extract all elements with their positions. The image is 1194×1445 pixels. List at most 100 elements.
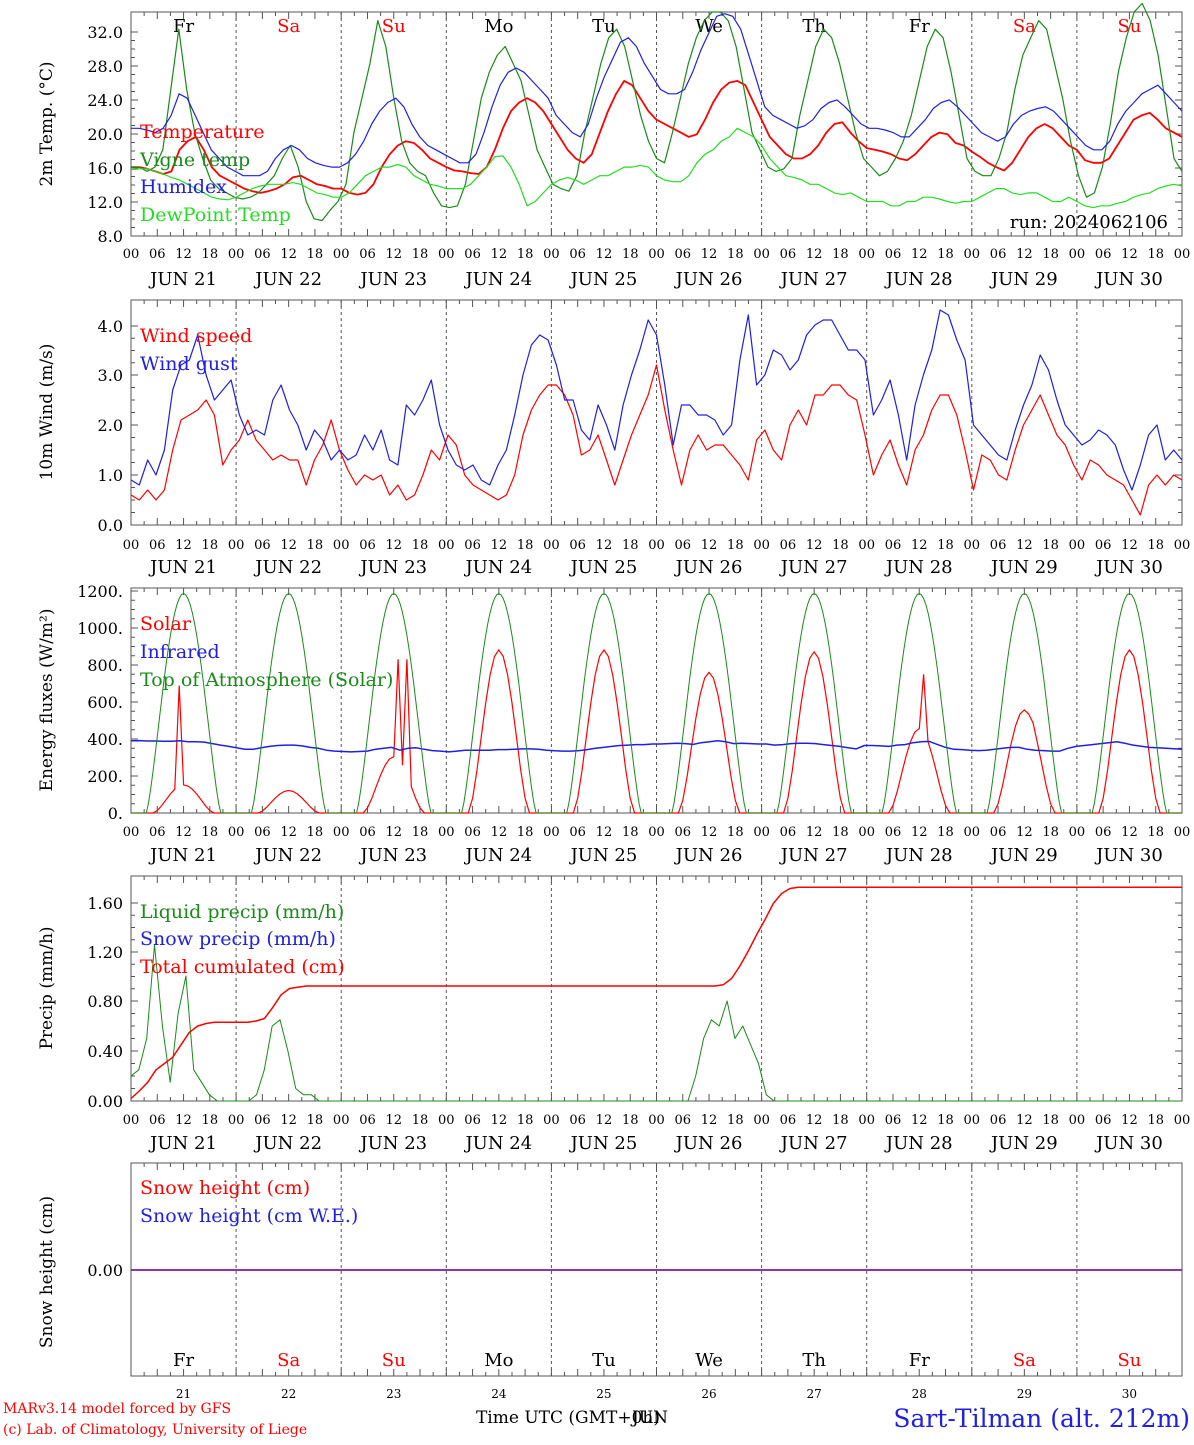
weekday-label: Tu <box>592 16 616 37</box>
day-label: JUN 21 <box>148 1133 217 1154</box>
hour-label: 06 <box>1095 247 1112 262</box>
hour-label: 00 <box>648 825 665 840</box>
day-number-label: 28 <box>912 1387 927 1401</box>
hour-label: 00 <box>1174 825 1191 840</box>
legend-entry: Infrared <box>140 641 220 663</box>
hour-label: 12 <box>280 538 297 553</box>
series-line-wind-gust <box>130 309 1183 491</box>
hour-label: 18 <box>727 825 744 840</box>
hour-label: 12 <box>1121 825 1138 840</box>
hour-label: 00 <box>1069 247 1086 262</box>
day-number-label: 24 <box>491 1387 507 1401</box>
hour-label: 00 <box>123 538 140 553</box>
hour-label: 06 <box>254 1113 271 1128</box>
hour-label: 06 <box>569 825 586 840</box>
hour-label: 18 <box>412 1113 429 1128</box>
day-label: JUN 26 <box>674 557 743 578</box>
x-axis-title: Time UTC (GMT+0h) <box>476 1408 660 1428</box>
hour-label: 18 <box>412 825 429 840</box>
day-label: JUN 23 <box>358 1133 427 1154</box>
hour-label: 12 <box>911 247 928 262</box>
hour-label: 18 <box>202 825 219 840</box>
hour-label: 06 <box>780 538 797 553</box>
hour-label: 00 <box>543 247 560 262</box>
legend-entry: Total cumulated (cm) <box>140 956 345 978</box>
panel-1: 8.0 12.0 16.0 20.0 24.0 28.0 32.0 2m Temp. (°C)… <box>37 2 1190 290</box>
hour-label: 06 <box>149 825 166 840</box>
x-axis-title-overlay: JUN <box>630 1408 668 1428</box>
hour-label: 00 <box>333 538 350 553</box>
hour-label: 12 <box>280 825 297 840</box>
day-label: JUN 27 <box>779 1133 848 1154</box>
hour-label: 06 <box>990 825 1007 840</box>
hour-label: 06 <box>990 538 1007 553</box>
hour-label: 18 <box>832 1113 849 1128</box>
weekday-label: Fr <box>909 16 930 37</box>
y-tick-label: 2.0 <box>98 416 123 435</box>
hour-label: 18 <box>1147 1113 1164 1128</box>
hour-label: 00 <box>123 247 140 262</box>
hour-label: 18 <box>517 538 534 553</box>
y-tick-label: 28.0 <box>87 57 123 76</box>
day-label: JUN 28 <box>884 845 953 866</box>
series-line-humidex <box>131 13 1183 177</box>
hour-label: 18 <box>1042 538 1059 553</box>
hour-label: 18 <box>937 1113 954 1128</box>
hour-label: 00 <box>753 538 770 553</box>
hour-label: 06 <box>885 247 902 262</box>
hour-label: 12 <box>175 825 192 840</box>
hour-label: 18 <box>727 1113 744 1128</box>
hour-label: 06 <box>569 538 586 553</box>
legend-entry: Solar <box>140 613 192 635</box>
day-label: JUN 24 <box>463 1133 532 1154</box>
series-line-wind-speed <box>130 364 1183 516</box>
hour-label: 06 <box>359 247 376 262</box>
y-axis-label: Precip (mm/h) <box>37 926 57 1049</box>
hour-label: 00 <box>964 247 981 262</box>
hour-label: 00 <box>964 1113 981 1128</box>
hour-label: 06 <box>464 1113 481 1128</box>
hour-label: 18 <box>727 538 744 553</box>
day-label: JUN 26 <box>674 845 743 866</box>
hour-label: 06 <box>149 1113 166 1128</box>
weekday-label: We <box>695 16 723 37</box>
day-label: JUN 21 <box>148 845 217 866</box>
hour-label: 00 <box>858 247 875 262</box>
y-tick-label: 20.0 <box>87 125 123 144</box>
y-tick-label: 1200. <box>77 582 123 601</box>
day-label: JUN 27 <box>779 269 848 290</box>
legend-entry: Vigne temp <box>139 149 250 171</box>
hour-label: 00 <box>438 247 455 262</box>
day-number-label: 26 <box>701 1387 716 1401</box>
hour-label: 12 <box>280 1113 297 1128</box>
y-tick-label: 1.0 <box>98 466 123 485</box>
hour-label: 18 <box>937 825 954 840</box>
y-tick-label: 4.0 <box>98 317 123 336</box>
hour-label: 00 <box>648 538 665 553</box>
legend-entry: Snow precip (mm/h) <box>140 928 336 950</box>
y-tick-label: 1.60 <box>87 894 123 913</box>
hour-label: 18 <box>307 247 324 262</box>
hour-label: 18 <box>1042 1113 1059 1128</box>
legend-entry: Snow height (cm) <box>140 1177 310 1199</box>
day-label: JUN 28 <box>884 557 953 578</box>
hour-label: 06 <box>464 247 481 262</box>
hour-label: 12 <box>806 247 823 262</box>
y-tick-label: 600. <box>87 693 123 712</box>
weekday-label-bottom: Su <box>1117 1350 1141 1371</box>
hour-label: 00 <box>858 538 875 553</box>
day-label: JUN 29 <box>989 845 1058 866</box>
y-tick-label: 3.0 <box>98 366 123 385</box>
hour-label: 12 <box>385 538 402 553</box>
y-tick-label: 1.20 <box>87 943 123 962</box>
hour-label: 18 <box>622 538 639 553</box>
hour-label: 06 <box>569 1113 586 1128</box>
hour-label: 12 <box>491 1113 508 1128</box>
weekday-label: Fr <box>173 16 194 37</box>
hour-label: 12 <box>385 1113 402 1128</box>
weekday-label: Su <box>382 16 406 37</box>
day-label: JUN 25 <box>569 845 638 866</box>
hour-label: 12 <box>596 247 613 262</box>
hour-label: 06 <box>254 825 271 840</box>
